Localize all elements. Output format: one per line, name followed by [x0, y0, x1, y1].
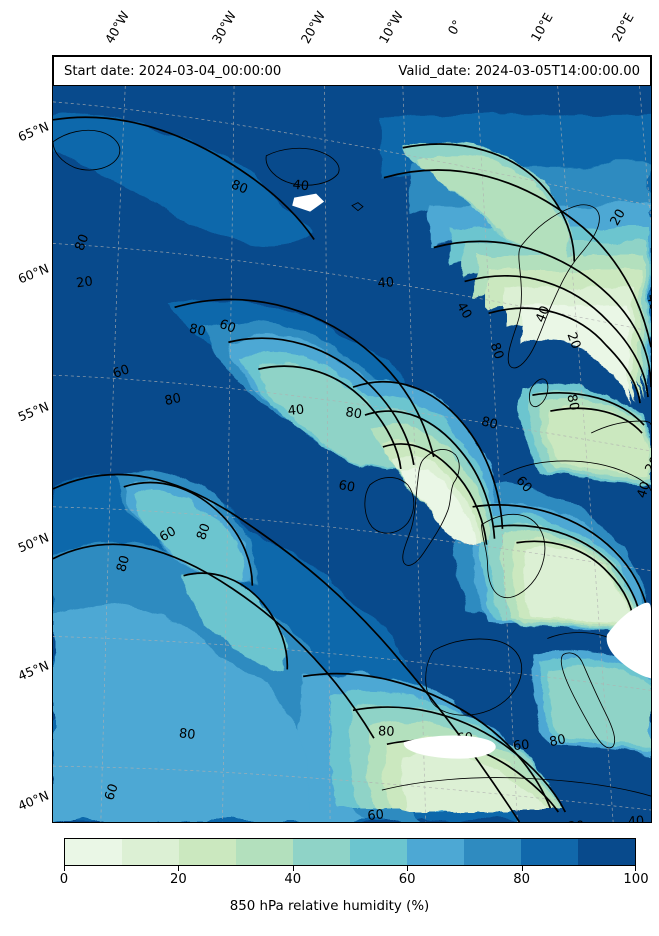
colorbar-tick-mark-40: [292, 866, 294, 871]
colorbar-swatch-30-40: [236, 839, 293, 865]
valid-date-label: Valid_date: 2024-03-05T14:00:00.00: [398, 63, 640, 79]
svg-text:40: 40: [292, 178, 310, 195]
lon-tick-30W: 30°W: [208, 8, 240, 47]
svg-text:60: 60: [102, 782, 121, 802]
svg-text:80: 80: [73, 232, 93, 253]
lon-tick-40W: 40°W: [101, 8, 133, 47]
lon-tick-20W: 20°W: [297, 8, 329, 47]
svg-text:20: 20: [608, 207, 629, 229]
svg-text:60: 60: [512, 738, 530, 755]
colorbar-caption: 850 hPa relative humidity (%): [229, 899, 430, 914]
colorbar-gradient: [64, 838, 636, 866]
map-canvas: 80 20 60 80 60 80 80 80 60 40 80 40 80 6…: [53, 56, 651, 822]
colorbar-tick-mark-80: [521, 866, 523, 871]
colorbar-tick-mark-20: [178, 866, 180, 871]
colorbar-swatch-10-20: [122, 839, 179, 865]
svg-text:60: 60: [367, 807, 385, 822]
colorbar-swatch-40-50: [293, 839, 350, 865]
colorbar-swatch-80-90: [521, 839, 578, 865]
svg-text:80: 80: [344, 405, 362, 422]
svg-text:40: 40: [533, 304, 553, 325]
svg-text:80: 80: [229, 177, 250, 197]
svg-text:60: 60: [111, 362, 132, 382]
start-date-label: Start date: 2024-03-04_00:00:00: [64, 63, 282, 79]
colorbar-tick-label-80: 80: [513, 872, 530, 887]
svg-text:80: 80: [487, 341, 506, 361]
lat-tick-60N: 60°N: [15, 260, 51, 287]
svg-text:60: 60: [217, 317, 238, 337]
svg-text:80: 80: [548, 732, 567, 750]
map-axes[interactable]: 80 20 60 80 60 80 80 80 60 40 80 40 80 6…: [52, 55, 652, 823]
svg-text:40: 40: [627, 814, 644, 822]
svg-text:20: 20: [642, 454, 651, 476]
colorbar-swatch-20-30: [179, 839, 236, 865]
lat-tick-65N: 65°N: [15, 118, 51, 145]
colorbar-tick-label-40: 40: [284, 872, 302, 887]
lat-tick-45N: 45°N: [15, 657, 51, 684]
svg-text:20: 20: [564, 331, 584, 352]
svg-text:60: 60: [337, 478, 356, 496]
colorbar-tick-label-60: 60: [398, 872, 416, 887]
lon-tick-20E: 20°E: [608, 10, 637, 45]
field-band-0-10: [401, 305, 630, 547]
svg-text:40: 40: [377, 275, 394, 291]
svg-text:40: 40: [643, 293, 651, 313]
svg-text:40: 40: [287, 402, 305, 419]
lon-tick-0: 0°: [444, 17, 465, 38]
colorbar-swatch-60-70: [407, 839, 464, 865]
colorbar-tick-label-0: 0: [59, 872, 69, 887]
lat-tick-40N: 40°N: [15, 787, 51, 814]
svg-text:80: 80: [378, 724, 395, 740]
lon-tick-10E: 10°E: [527, 10, 556, 45]
lon-tick-10W: 10°W: [375, 8, 407, 47]
title-bar: Start date: 2024-03-04_00:00:00 Valid_da…: [53, 56, 651, 86]
colorbar-ticks: 0 20 40 60 80 100: [60, 866, 649, 892]
svg-text:80: 80: [114, 554, 133, 574]
svg-text:80: 80: [163, 391, 182, 409]
graticule: [53, 56, 651, 822]
svg-text:80: 80: [178, 726, 196, 743]
masked-data-patches: [292, 193, 651, 759]
svg-text:40: 40: [453, 300, 474, 322]
colorbar-tick-label-20: 20: [170, 872, 187, 887]
colorbar-tick-mark-100: [635, 866, 636, 871]
svg-text:20: 20: [568, 819, 585, 822]
svg-text:80: 80: [188, 322, 207, 340]
lat-tick-50N: 50°N: [15, 529, 51, 556]
colorbar-tick-mark-60: [407, 866, 409, 871]
svg-text:60: 60: [157, 524, 179, 545]
colorbar-swatch-70-80: [464, 839, 521, 865]
lat-tick-55N: 55°N: [15, 398, 51, 425]
svg-text:80: 80: [563, 393, 581, 412]
colorbar-tick-mark-0: [64, 866, 65, 871]
coastlines: [53, 129, 651, 797]
svg-text:20: 20: [75, 274, 93, 291]
svg-text:80: 80: [480, 414, 500, 433]
svg-text:80: 80: [194, 521, 214, 542]
colorbar-tick-label-100: 100: [623, 872, 649, 887]
colorbar-swatch-90-100: [578, 839, 635, 865]
colorbar[interactable]: [64, 838, 636, 866]
colorbar-swatch-0-10: [65, 839, 122, 865]
contour-labels: 80 20 60 80 60 80 80 80 60 40 80 40 80 6…: [73, 177, 651, 822]
colorbar-swatch-50-60: [350, 839, 407, 865]
